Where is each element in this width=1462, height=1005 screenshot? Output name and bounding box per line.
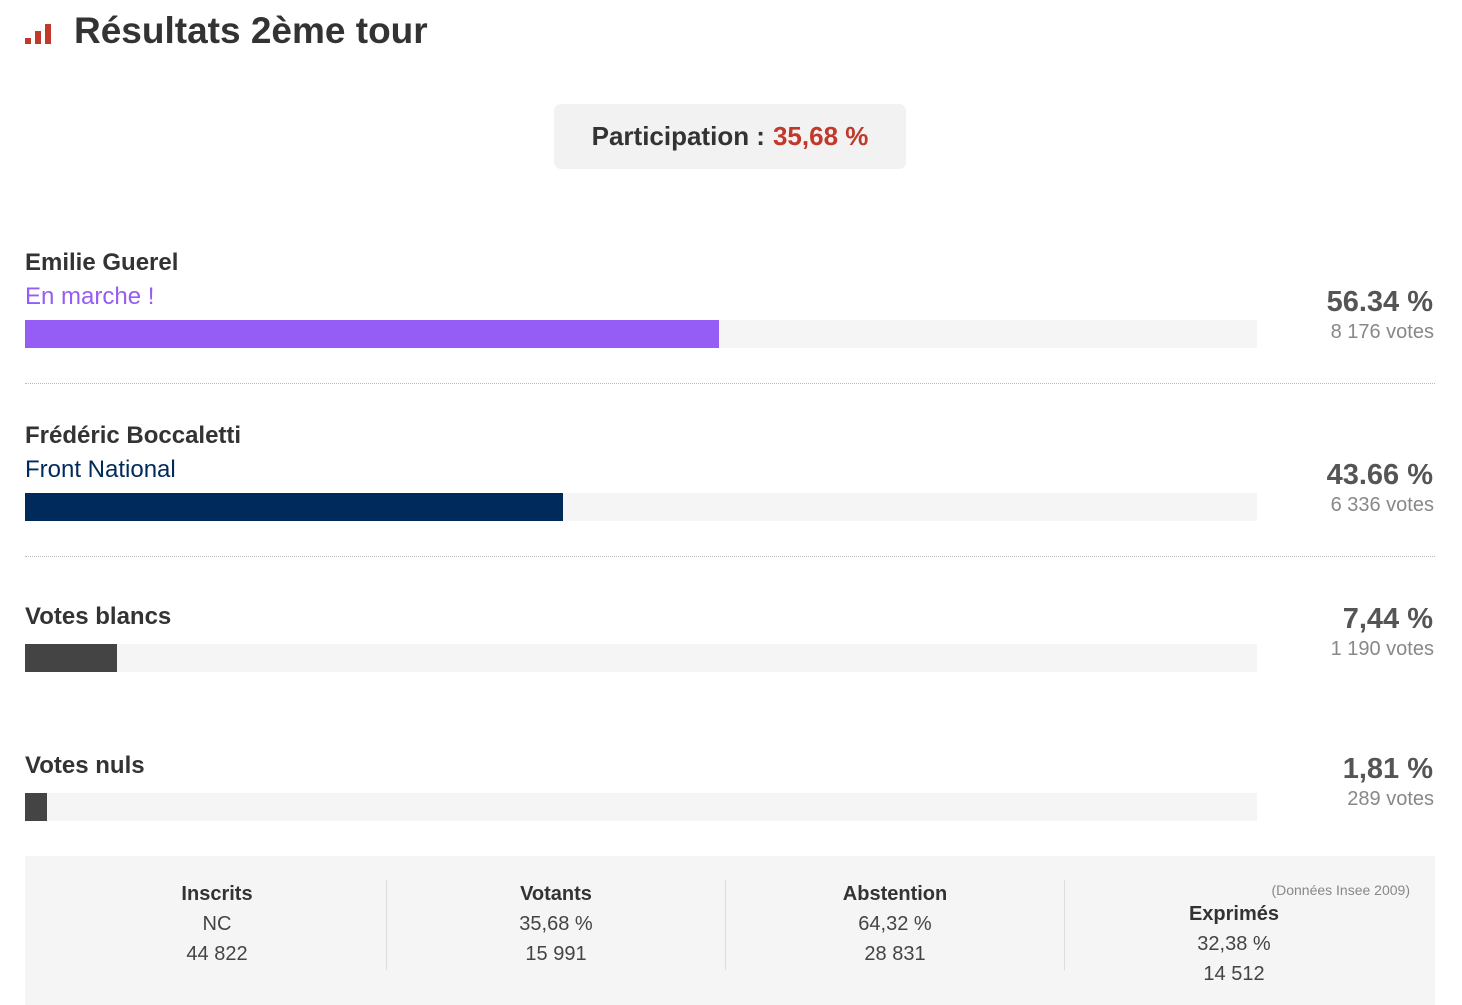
votes-label: 6 336 votes <box>1330 494 1434 516</box>
summary-value: 14 512 <box>1203 963 1265 985</box>
percent-label: 1,81 % <box>1342 753 1433 785</box>
percent-label: 43.66 % <box>1326 459 1433 491</box>
summary-value: 28 831 <box>864 943 926 965</box>
summary-title: Inscrits <box>181 883 253 905</box>
result-bar <box>25 644 117 672</box>
participation-label: Participation : <box>591 121 765 151</box>
bar-track <box>25 320 1257 348</box>
summary-box <box>25 856 1435 1005</box>
votes-label: 8 176 votes <box>1330 321 1434 343</box>
summary-note: (Données Insee 2009) <box>1271 882 1410 898</box>
divider <box>25 383 1435 384</box>
title: Résultats 2ème tour <box>74 10 428 51</box>
summary-value: 64,32 % <box>858 913 932 935</box>
column-separator <box>386 880 387 970</box>
summary-value: 35,68 % <box>519 913 593 935</box>
result-bar <box>25 493 563 521</box>
result-bar <box>25 793 48 821</box>
column-separator <box>1064 880 1065 970</box>
summary-value: 44 822 <box>186 943 248 965</box>
votes-label: 289 votes <box>1347 788 1434 810</box>
column-separator <box>725 880 726 970</box>
divider <box>25 556 1435 557</box>
summary-title: Votants <box>520 883 592 905</box>
candidate-name: Frédéric Boccaletti <box>25 422 242 449</box>
party-name: En marche ! <box>25 283 155 310</box>
summary-title: Abstention <box>842 883 948 905</box>
summary-value: 15 991 <box>525 943 587 965</box>
participation-value: 35,68 % <box>772 121 869 151</box>
candidate-name: Votes nuls <box>25 752 145 779</box>
percent-label: 56.34 % <box>1326 286 1433 318</box>
party-name: Front National <box>25 456 176 483</box>
result-bar <box>25 320 720 348</box>
bar-track <box>25 644 1257 672</box>
participation-box: Participation : 35,68 % <box>554 104 906 169</box>
bar-track <box>25 793 1257 821</box>
bar-track <box>25 493 1257 521</box>
percent-label: 7,44 % <box>1342 603 1433 635</box>
summary-value: NC <box>202 913 232 935</box>
votes-label: 1 190 votes <box>1330 638 1434 660</box>
summary-title: Exprimés <box>1188 903 1280 925</box>
candidate-name: Votes blancs <box>25 603 172 630</box>
summary-value: 32,38 % <box>1197 933 1271 955</box>
chart-icon <box>25 24 51 44</box>
candidate-name: Emilie Guerel <box>25 249 179 276</box>
